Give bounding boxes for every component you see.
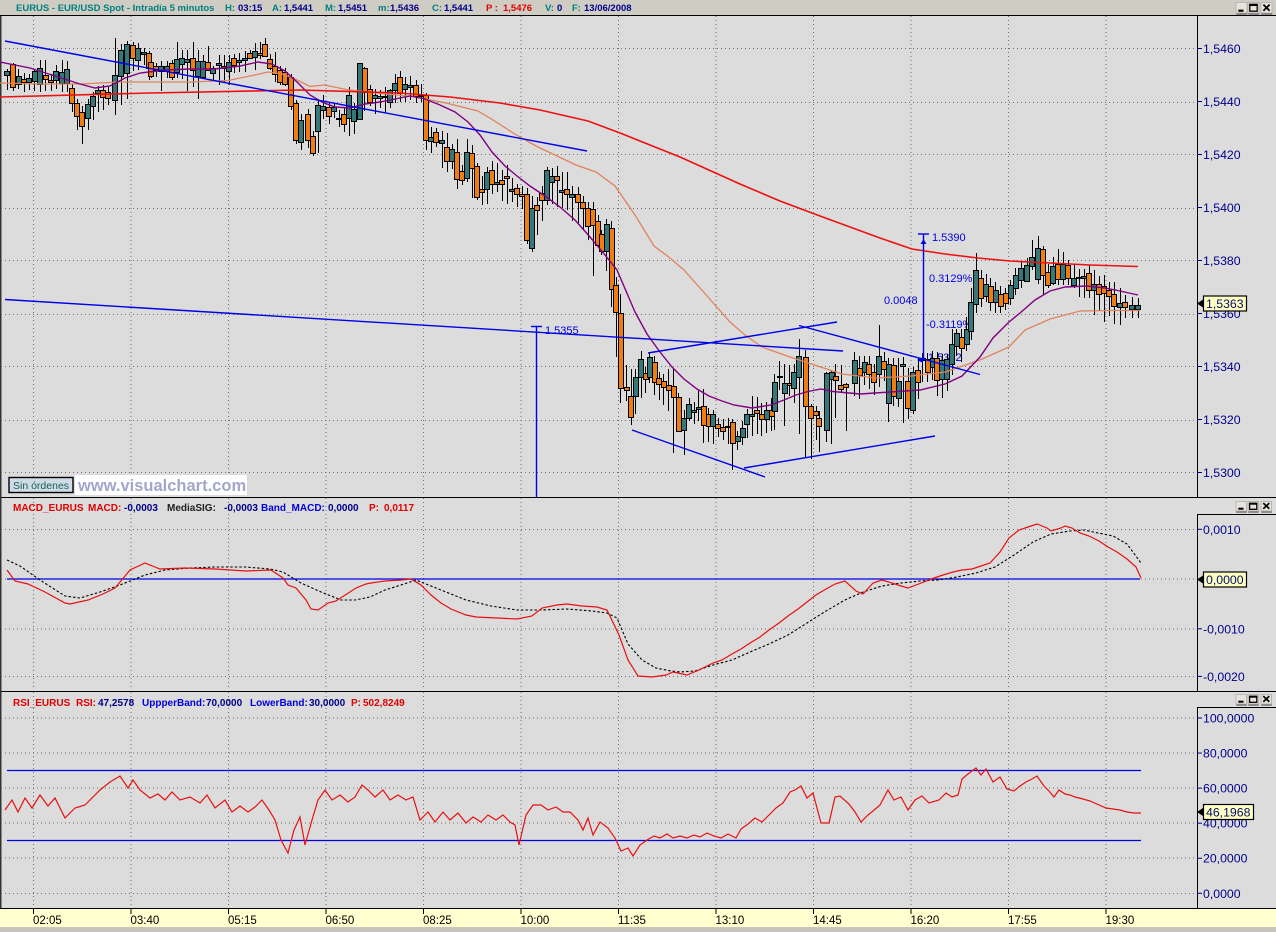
svg-text:P:: P:: [369, 503, 379, 514]
svg-text:RSI:: RSI:: [76, 698, 96, 709]
svg-text:1.5355: 1.5355: [545, 325, 579, 337]
svg-text:13:10: 13:10: [716, 915, 745, 927]
svg-text:-0.3119%: -0.3119%: [926, 319, 972, 331]
svg-text:03:15: 03:15: [238, 3, 263, 14]
svg-text:17:55: 17:55: [1008, 915, 1037, 927]
svg-text:MediaSIG:: MediaSIG:: [167, 503, 216, 514]
svg-text:0.0048: 0.0048: [884, 295, 918, 307]
svg-text:RSI_EURUS: RSI_EURUS: [13, 698, 71, 709]
svg-text:M:: M:: [325, 3, 336, 14]
svg-text:11:35: 11:35: [618, 915, 646, 927]
svg-text:14:45: 14:45: [813, 915, 842, 927]
svg-text:19:30: 19:30: [1106, 915, 1135, 927]
svg-text:-0,0010: -0,0010: [1203, 622, 1245, 636]
svg-text:08:25: 08:25: [423, 915, 452, 927]
svg-text:1.5390: 1.5390: [932, 232, 966, 244]
svg-text:1,5476: 1,5476: [503, 3, 532, 14]
svg-text:40,0000: 40,0000: [1203, 817, 1248, 831]
svg-text:60,0000: 60,0000: [1203, 782, 1248, 796]
svg-text:V:: V:: [545, 3, 554, 14]
svg-text:13/06/2008: 13/06/2008: [584, 3, 632, 14]
svg-text:1,5380: 1,5380: [1203, 254, 1241, 268]
svg-text:80,0000: 80,0000: [1203, 747, 1248, 761]
svg-text:1,5460: 1,5460: [1203, 42, 1241, 56]
svg-text:47,2578: 47,2578: [98, 698, 135, 709]
svg-text:16:20: 16:20: [911, 915, 940, 927]
svg-text:100,0000: 100,0000: [1203, 712, 1254, 726]
svg-text:06:50: 06:50: [326, 915, 355, 927]
svg-text:02:05: 02:05: [33, 915, 62, 927]
svg-text:0,0000: 0,0000: [328, 503, 359, 514]
svg-text:1,5300: 1,5300: [1203, 466, 1241, 480]
svg-text:0,0117: 0,0117: [384, 503, 414, 514]
svg-text:70,0000: 70,0000: [206, 698, 243, 709]
svg-text:10:00: 10:00: [521, 915, 550, 927]
svg-text:1,5441: 1,5441: [444, 3, 474, 14]
svg-text:www.visualchart.com: www.visualchart.com: [77, 477, 246, 495]
svg-text:03:40: 03:40: [131, 915, 160, 927]
svg-text:1,5400: 1,5400: [1203, 201, 1241, 215]
svg-text:1,5440: 1,5440: [1203, 95, 1241, 109]
svg-text:-0,0003: -0,0003: [224, 503, 258, 514]
svg-text:30,0000: 30,0000: [309, 698, 346, 709]
svg-text:F:: F:: [572, 3, 581, 14]
svg-text:1,5441: 1,5441: [284, 3, 314, 14]
svg-text:A:: A:: [272, 3, 282, 14]
svg-text:-0,0020: -0,0020: [1203, 670, 1245, 684]
svg-text:Band_MACD:: Band_MACD:: [261, 503, 325, 514]
svg-text:502,8249: 502,8249: [363, 698, 405, 709]
svg-text:EURUS - EUR/USD Spot - Intradí: EURUS - EUR/USD Spot - Intradía 5 minuto…: [16, 3, 214, 14]
svg-text:MACD_EURUS: MACD_EURUS: [13, 503, 84, 514]
svg-text:1,5436: 1,5436: [390, 3, 419, 14]
svg-text:0,0010: 0,0010: [1203, 523, 1241, 537]
svg-text:0,0000: 0,0000: [1203, 887, 1241, 901]
svg-text:Sin órdenes: Sin órdenes: [13, 480, 69, 492]
svg-text:0,0000: 0,0000: [1206, 573, 1244, 587]
svg-text:0: 0: [557, 3, 562, 14]
svg-text:P :: P :: [486, 3, 498, 14]
svg-text:C:: C:: [432, 3, 442, 14]
svg-text:m:: m:: [378, 3, 390, 14]
svg-text:-0,0003: -0,0003: [124, 503, 158, 514]
svg-text:MACD:: MACD:: [88, 503, 121, 514]
svg-text:1,5420: 1,5420: [1203, 148, 1241, 162]
svg-text:UppperBand:: UppperBand:: [142, 698, 205, 709]
svg-text:LowerBand:: LowerBand:: [250, 698, 308, 709]
svg-text:1,5340: 1,5340: [1203, 360, 1241, 374]
svg-text:0.3129%: 0.3129%: [929, 273, 973, 285]
svg-text:1,5320: 1,5320: [1203, 413, 1241, 427]
svg-text:H:: H:: [225, 3, 235, 14]
svg-text:1,5451: 1,5451: [338, 3, 368, 14]
svg-text:05:15: 05:15: [228, 915, 257, 927]
svg-text:46,1968: 46,1968: [1206, 806, 1251, 820]
svg-text:20,0000: 20,0000: [1203, 852, 1248, 866]
svg-text:P:: P:: [351, 698, 361, 709]
svg-text:1,5363: 1,5363: [1206, 297, 1244, 311]
